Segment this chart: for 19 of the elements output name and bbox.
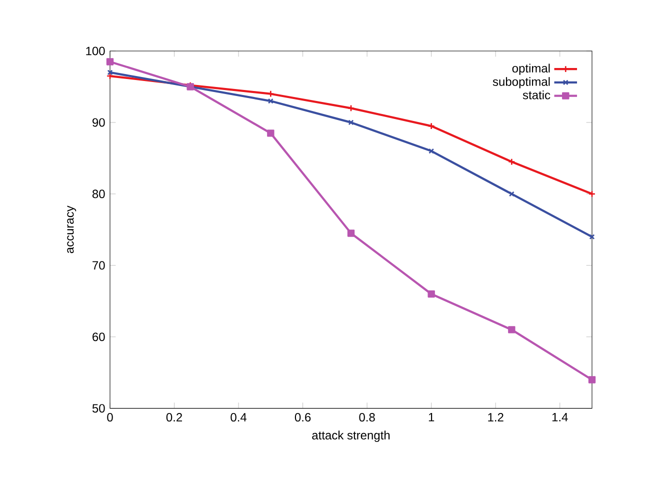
x-tick-label: 0.6 [294, 413, 311, 422]
x-tick-label: 1 [428, 413, 434, 422]
x-tick-label: 1.2 [488, 413, 504, 422]
y-axis-title: accuracy [67, 206, 76, 254]
legend-label: static [522, 90, 550, 100]
x-tick-label: 1.4 [552, 413, 568, 422]
x-tick-label: 0.4 [230, 413, 247, 422]
y-tick-label: 70 [92, 261, 105, 270]
x-tick-label: 0.8 [359, 413, 375, 422]
y-tick-label: 90 [92, 118, 105, 127]
x-axis-title: attack strength [312, 430, 390, 442]
y-tick-label: 100 [86, 46, 105, 56]
legend-label: suboptimal [492, 77, 550, 88]
y-tick-label: 60 [92, 332, 105, 342]
y-tick-label: 50 [92, 404, 105, 413]
x-tick-label: 0 [107, 413, 113, 422]
y-tick-label: 80 [92, 190, 105, 198]
x-tick-label: 0.2 [166, 413, 182, 422]
legend-label: optimal [512, 64, 550, 75]
